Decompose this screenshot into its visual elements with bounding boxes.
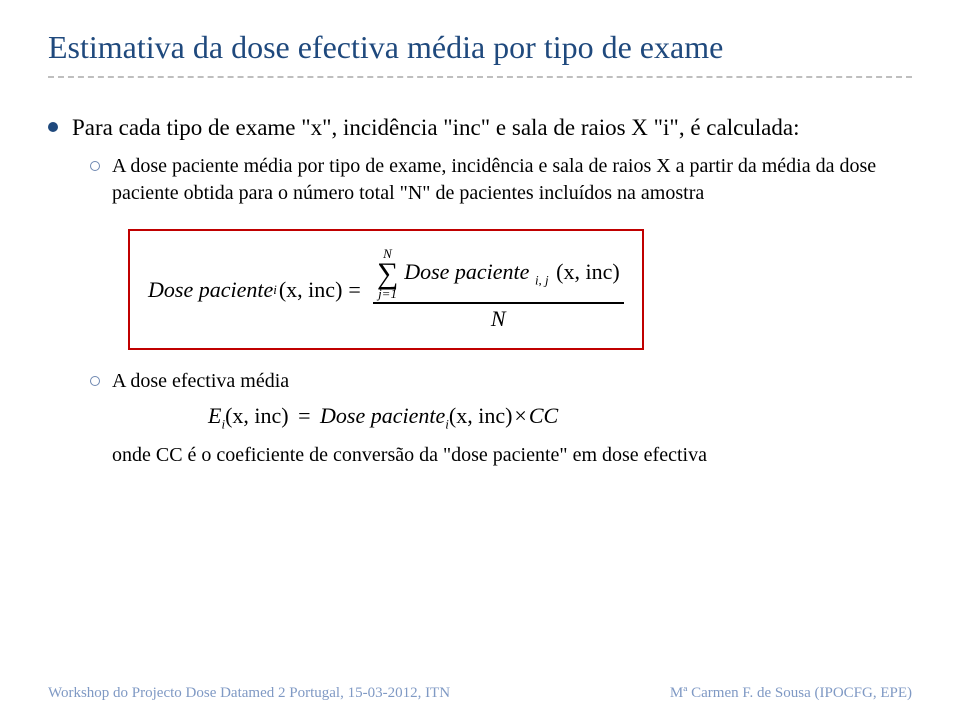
cc-definition: onde CC é o coeficiente de conversão da … [112,444,912,467]
footer-left: Workshop do Projecto Dose Datamed 2 Port… [48,685,450,702]
formula1-lhs-sub: i [273,282,277,298]
formula1-lhs-args: (x, inc) [279,277,343,303]
footer-right: Mª Carmen F. de Sousa (IPOCFG, EPE) [670,685,912,702]
formula2-cc: CC [529,403,558,428]
formula-1: Dose paciente i (x, inc) = N ∑ j=1 Dose … [128,229,912,350]
bullet-level2: A dose paciente média por tipo de exame,… [90,153,912,207]
slide: Estimativa da dose efectiva média por ti… [0,0,960,720]
bullet-level1: Para cada tipo de exame "x", incidência … [48,112,912,143]
formula2-rhs-name: Dose paciente [320,403,445,428]
formula2-times: × [514,403,526,428]
bullet-sub2-text: A dose efectiva média [112,368,289,395]
bullet-circle-icon [90,161,100,171]
formula2-args1: (x, inc) [225,403,289,428]
formula1-rhs-args: (x, inc) [556,259,620,284]
sigma-icon: N ∑ j=1 [377,247,398,300]
formula1-eq: = [348,277,360,303]
bullet-circle-icon [90,376,100,386]
sum-lower: j=1 [378,287,397,300]
formula-2: Ei(x, inc) = Dose pacientei(x, inc)×CC [208,403,912,432]
footer: Workshop do Projecto Dose Datamed 2 Port… [0,685,960,702]
bullet-main-text: Para cada tipo de exame "x", incidência … [72,112,800,143]
formula2-args2: (x, inc) [449,403,513,428]
formula1-rhs-sub: i, j [535,273,549,288]
bullet-dot-icon [48,122,58,132]
formula1-rhs-name: Dose paciente [404,259,529,284]
bullet-sub1-text: A dose paciente média por tipo de exame,… [112,153,912,207]
formula1-lhs-name: Dose paciente [148,277,273,303]
formula1-numerator: N ∑ j=1 Dose paciente i, j (x, inc) [373,247,624,302]
sigma-symbol: ∑ [377,260,398,287]
formula-1-box: Dose paciente i (x, inc) = N ∑ j=1 Dose … [128,229,644,350]
title-divider [48,76,912,78]
formula2-eq: = [298,403,310,428]
formula2-lhs: E [208,403,221,428]
formula1-fraction: N ∑ j=1 Dose paciente i, j (x, inc) N [373,247,624,332]
slide-title: Estimativa da dose efectiva média por ti… [48,28,912,66]
formula1-den: N [491,304,506,332]
bullet-level2: A dose efectiva média [90,368,912,395]
